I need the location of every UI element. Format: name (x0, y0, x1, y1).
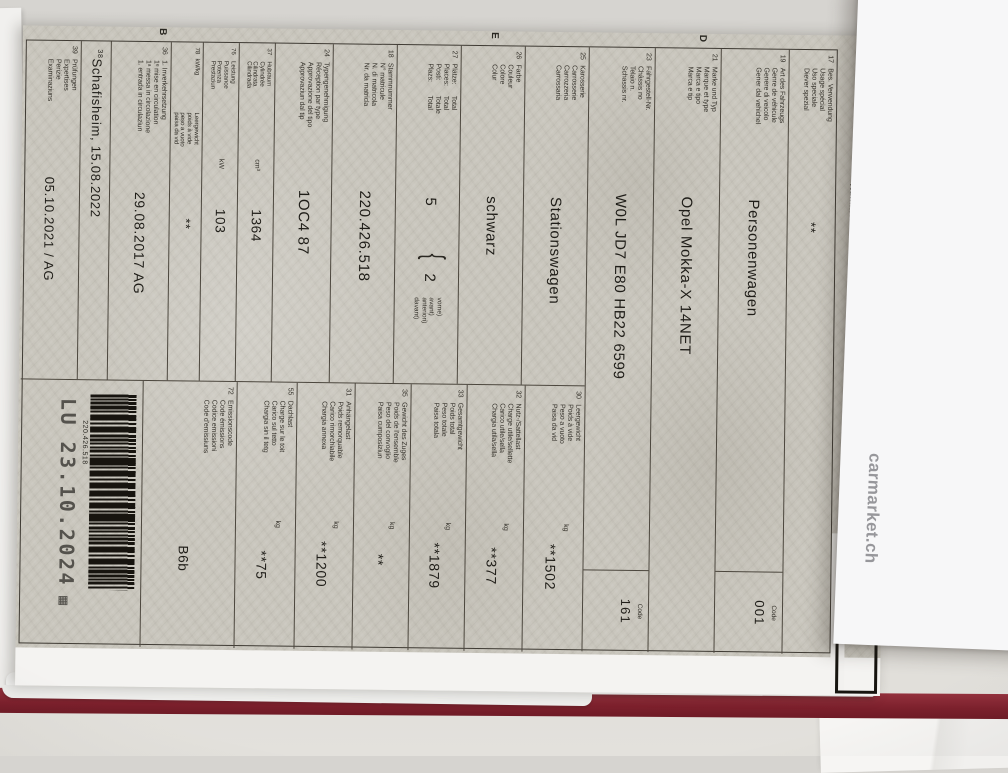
field-value: **377 (483, 547, 500, 586)
field-label: 23 Fahrgestell-Nr. Châssis no Telaio n. Sch… (620, 53, 652, 111)
code-box-color: Code 161 (582, 569, 649, 653)
field-value: **1879 (426, 542, 443, 589)
stamp-mark-icon: ▦ (54, 586, 74, 606)
field-value: 103 (212, 208, 228, 234)
field-label: 55 Dachlast Charge sur le toit Carico sul … (261, 387, 294, 453)
field-label: 78 kW/kg Leergewicht poids à vide peso a v… (172, 47, 201, 147)
field-value: B6b (175, 545, 191, 572)
field-value: 220.426.518 (354, 190, 374, 282)
field-label: 32 Nutz-/Sattellast Charge utile/sellette… (489, 390, 522, 464)
field-row-38: 38Schafisheim, 15.08.2022 (76, 41, 111, 380)
unit-label: kg (443, 522, 452, 531)
seats-front-note: vorne) avant) anteriori) davant) (412, 297, 443, 324)
section-letter-b: B (156, 28, 169, 36)
barcode-area: 220.426.518 LU 23.10.2024 ▦ (17, 379, 142, 646)
field-row-55: 55 Dachlast Charge sur le toit Carico sul … (233, 382, 297, 649)
field-value: 29.08.2017 AG (130, 191, 149, 295)
field-row-78: 78 kW/kg Leergewicht poids à vide peso a v… (166, 42, 203, 381)
field-row-36: 36 1. Inverkehrsetzung 1ᵉ mise en circula… (106, 41, 171, 381)
field-value: 1OC4 87 (294, 189, 313, 255)
seats-total-value: 5 (421, 197, 439, 207)
field-row-21: 21 Marke und Typ Marque et type Marca e ti… (647, 48, 721, 653)
field-row-30: 30 Leergewicht Poids à vide Peso a vuoto Pa… (521, 385, 585, 653)
field-label: 24 Typengenehmigung Réception par type App… (298, 49, 330, 128)
document-table: 17 Bes. Verwendung Usage spécial Uso speci… (17, 39, 838, 655)
field-label: 76 Leistung Puissance Potenza Prestaziun (208, 47, 237, 90)
brand-logo-text: carmarket.ch (861, 452, 885, 565)
field-value: ** (178, 218, 193, 230)
field-row-26: 26 Farbe Couleur Colore Colur schwarz (456, 45, 525, 385)
field-value: ** (370, 553, 387, 567)
brace-glyph: { (417, 253, 451, 261)
field-row-32: 32 Nutz-/Sattellast Charge utile/sellette… (463, 384, 525, 652)
field-label: 72 Emissionscode Code émissions Codice emi… (201, 386, 234, 454)
field-value: 05.10.2021 / AG (40, 176, 58, 282)
unit-label: cm³ (253, 159, 261, 172)
code-box-vehicle-type: Code 001 (714, 570, 783, 654)
field-value: **75 (253, 550, 270, 580)
field-row-31: 31 Anhängelast Poids remorquable Carico ri… (293, 382, 355, 650)
field-value: W0L JD7 E80 HB22 6599 (609, 193, 630, 380)
unit-label: kg (501, 523, 510, 531)
field-label: 36 1. Inverkehrsetzung 1ᵉ mise en circula… (135, 47, 168, 133)
code-value: 161 (617, 598, 634, 625)
field-row-18: 18 Stammnummer N° matricule N. di matricol… (328, 44, 397, 383)
field-row-33: 33 Gesamtgewicht Poids total Peso totale Pa… (407, 384, 467, 651)
field-value: Opel Mokka-X 14NET (676, 196, 696, 356)
barcode (88, 394, 137, 591)
field-value: Stationswagen (545, 196, 565, 305)
weights-block: 30 Leergewicht Poids à vide Peso a vuoto Pa… (17, 378, 585, 653)
field-row-76: 76 Leistung Puissance Potenza Prestaziun kW… (198, 42, 239, 382)
barcode-number: 220.426.518 (80, 420, 89, 465)
field-value: **1502 (542, 543, 559, 591)
field-label: 21 Marke und Typ Marque et type Marca e ti… (686, 53, 718, 113)
field-value: Personenwagen (743, 199, 762, 317)
field-label: 19 Art des Fahrzeugs Genre de véhicule Gen… (754, 54, 786, 125)
field-row-39: 39 Prüfungen Expertises Perizie Examinaziun… (21, 40, 81, 379)
unit-label: kg (331, 521, 340, 529)
field-value: schwarz (482, 196, 501, 257)
field-row-17: 17 Bes. Verwendung Usage spécial Uso speci… (781, 49, 837, 655)
brand-card: carmarket.ch (833, 0, 1008, 652)
field-row-25: 25 Karosserie Carrosserie Carrozzeria Carro… (520, 46, 589, 386)
field-label: 27 Plätze: Places: Posti: Plazs: Total Total… (426, 50, 458, 114)
issue-place-date: 38Schafisheim, 15.08.2022 (87, 49, 105, 218)
field-row-23: 23 Fahrgestell-Nr. Châssis no Telaio n. Sch… (581, 47, 655, 653)
field-label: 35 Gewicht des Zuges Poids de l'ensemble P… (375, 389, 408, 463)
section-letter-d: D (696, 34, 709, 43)
unit-label: kg (273, 520, 282, 529)
field-row-27: 27 Plätze: Places: Posti: Plazs: Total Total… (392, 45, 461, 384)
field-label: 17 Bes. Verwendung Usage spécial Uso speci… (802, 55, 834, 122)
unit-label: kg (561, 524, 570, 532)
field-label: 18 Stammnummer N° matricule N. di matricol… (362, 49, 394, 110)
field-value: **1200 (313, 541, 330, 588)
unit-label: kW (217, 158, 225, 170)
code-label: Code (769, 605, 778, 621)
field-value: 1364 (248, 209, 264, 243)
field-value: ** (803, 221, 819, 234)
field-label: 31 Anhängelast Poids remorquable Carico ri… (320, 388, 352, 462)
field-row-19: 19 Art des Fahrzeugs Genre de véhicule Gen… (713, 48, 789, 654)
field-label: 33 Gesamtgewicht Poids total Peso totale Pa… (432, 389, 464, 450)
field-row-24: 24 Typengenehmigung Réception par type App… (270, 43, 333, 383)
code-value: 001 (751, 600, 768, 626)
code-label: Code (635, 603, 644, 620)
field-row-72: 72 Emissionscode Code émissions Codice emi… (139, 380, 237, 649)
field-label: 30 Leergewicht Poids à vide Peso a vuoto Pa… (550, 391, 582, 444)
field-label: 25 Karosserie Carrosserie Carrozzeria Carro… (554, 52, 586, 101)
unit-label: kg (387, 521, 396, 530)
field-row-37: 37 Hubraum Cylindrée Cilindrata Cilindrada … (234, 43, 275, 382)
seats-front-value: 2 (420, 273, 439, 283)
field-label: 26 Farbe Couleur Colore Colur (490, 51, 522, 89)
validity-stamp: LU 23.10.2024 ▦ (54, 397, 81, 606)
field-row-35: 35 Gewicht des Zuges Poids de l'ensemble P… (351, 383, 411, 651)
field-label: 37 Hubraum Cylindrée Cilindrata Cilindrada (244, 48, 273, 89)
section-letter-e: E (488, 32, 501, 39)
field-number: 38 (95, 49, 104, 59)
field-label: 39 Prüfungen Expertises Perizie Examinaziun… (46, 46, 78, 102)
